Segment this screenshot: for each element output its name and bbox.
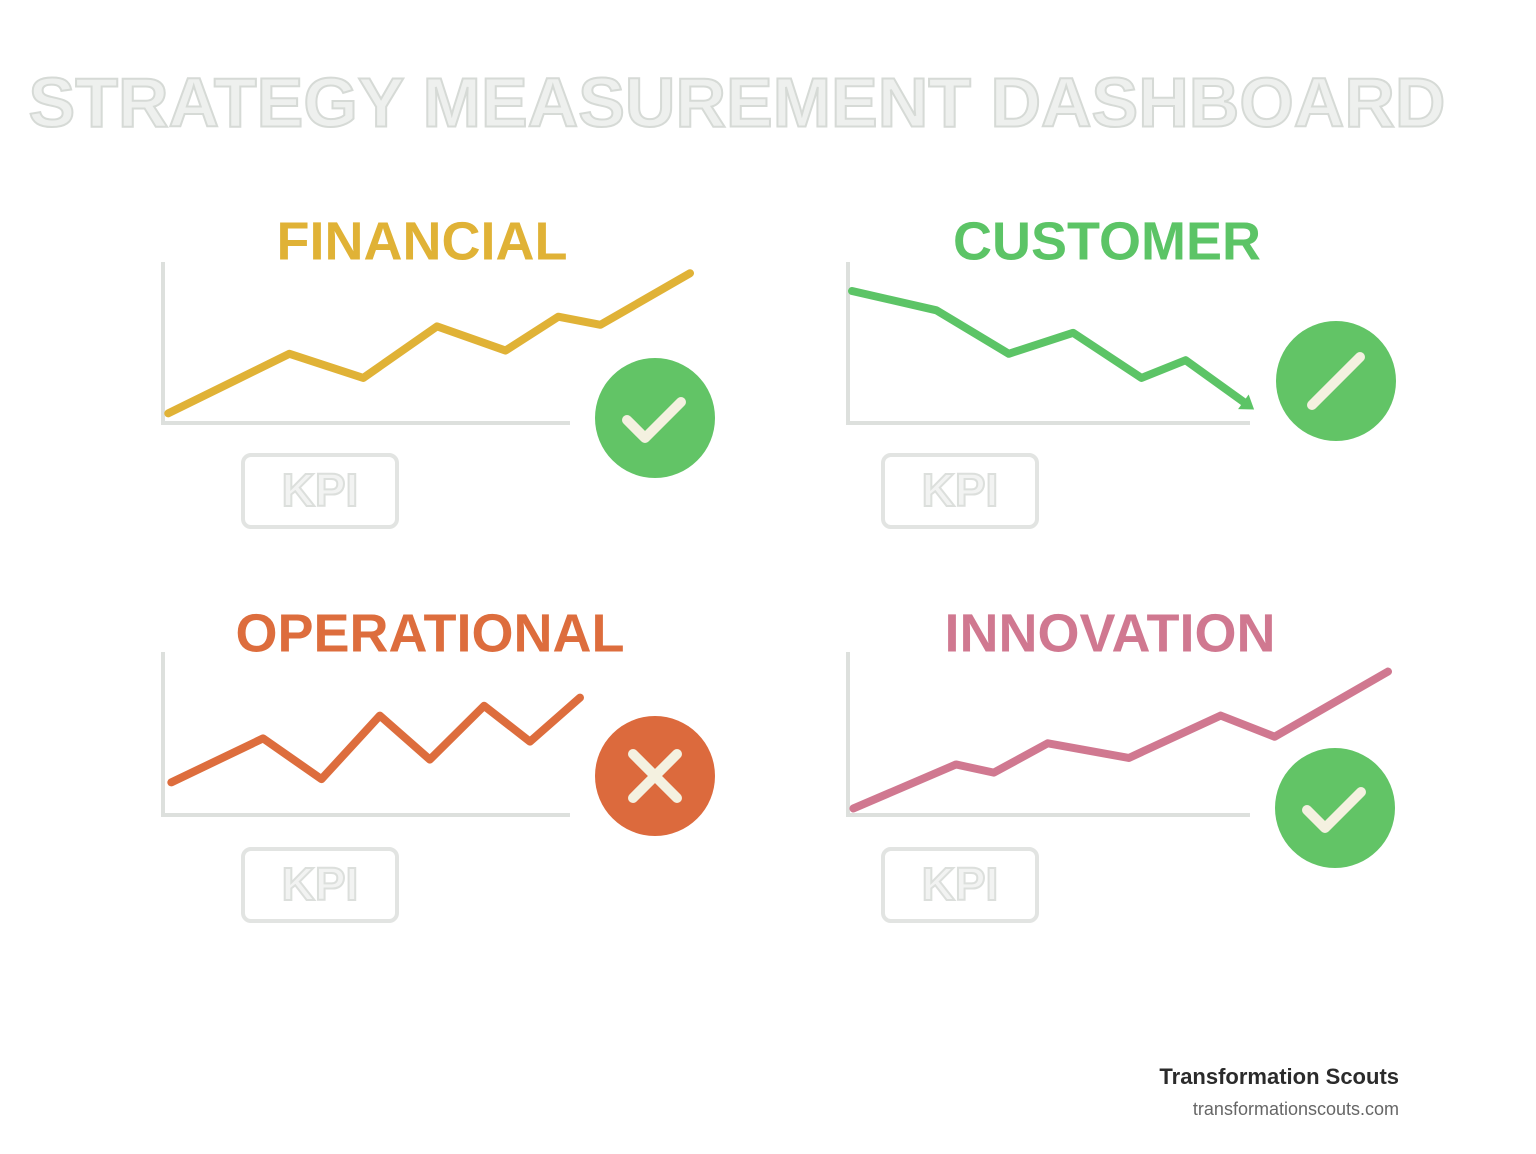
panel-title: INNOVATION (945, 603, 1276, 663)
axes (161, 262, 570, 425)
kpi-box (241, 453, 399, 529)
axes (161, 652, 570, 817)
axes (846, 262, 1250, 425)
dashboard-title: STRATEGY MEASUREMENT DASHBOARD (29, 63, 1446, 141)
brand-url: transformationscouts.com (1193, 1099, 1399, 1119)
status-cross (628, 749, 682, 803)
status-icon (595, 358, 715, 478)
status-slash (1307, 352, 1365, 410)
brand: Transformation Scouts (1159, 1064, 1399, 1089)
status-check (622, 397, 686, 443)
kpi-label: KPI (922, 858, 999, 910)
kpi-box (881, 453, 1039, 529)
kpi-label: KPI (282, 464, 359, 516)
panel-title: CUSTOMER (953, 211, 1261, 271)
kpi-box (241, 847, 399, 923)
kpi-label: KPI (282, 858, 359, 910)
status-icon (1275, 748, 1395, 868)
kpi-line (164, 269, 694, 418)
kpi-label: KPI (922, 464, 999, 516)
kpi-box (881, 847, 1039, 923)
status-check (1302, 787, 1366, 833)
panel-title: FINANCIAL (277, 211, 568, 271)
trend-arrow (1238, 394, 1255, 410)
kpi-line (848, 286, 1250, 408)
kpi-line (849, 667, 1392, 813)
panel-title: OPERATIONAL (236, 603, 625, 663)
kpi-line (167, 693, 584, 787)
axes (846, 652, 1250, 817)
